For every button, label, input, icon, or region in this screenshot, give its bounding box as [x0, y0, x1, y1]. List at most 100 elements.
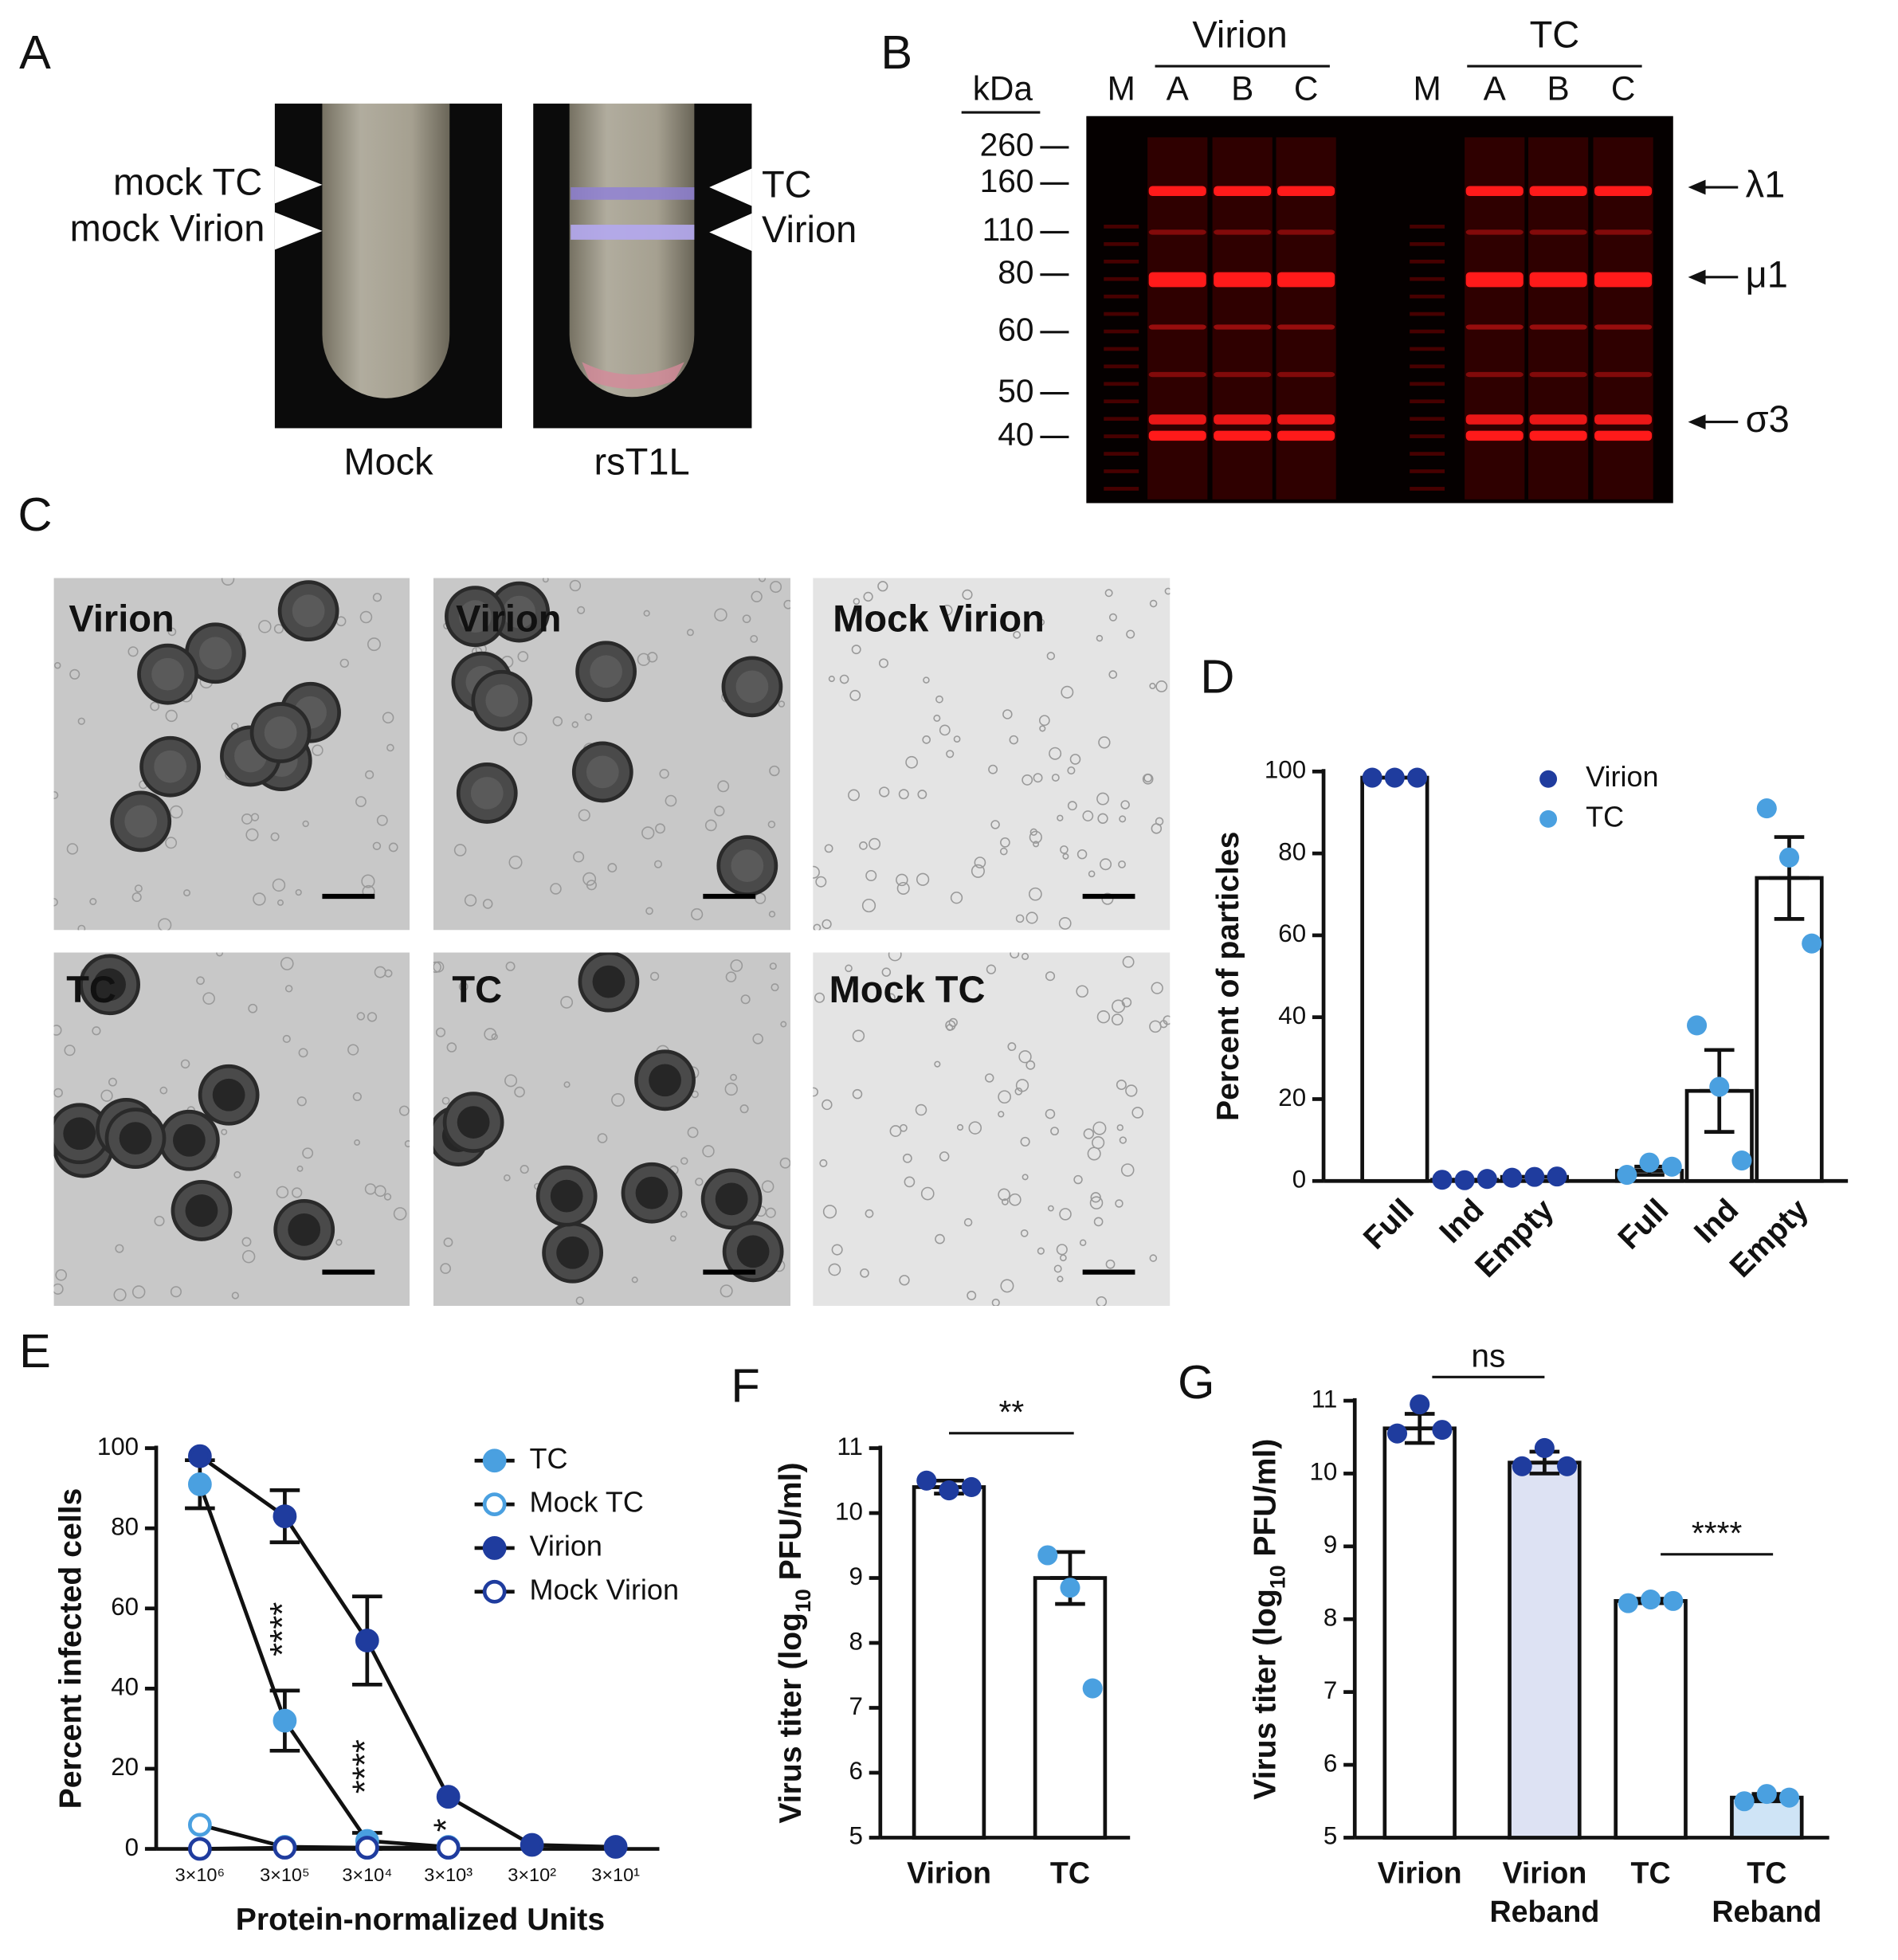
ladder-band: [1410, 225, 1445, 229]
data-point: [1386, 1423, 1408, 1444]
debris: [1056, 1244, 1068, 1256]
data-point: [1384, 767, 1405, 788]
micrograph-label: Virion: [69, 598, 174, 640]
band: [1529, 229, 1587, 235]
debris: [1111, 1013, 1124, 1026]
debris: [398, 1105, 410, 1116]
data-point: [1082, 1678, 1103, 1699]
x-tick-label: 3×10⁶: [175, 1864, 225, 1885]
debris: [1073, 1174, 1083, 1185]
debris: [991, 1298, 1000, 1306]
debris: [582, 872, 597, 886]
debris: [367, 1012, 378, 1022]
debris: [702, 1145, 715, 1158]
debris: [1045, 971, 1056, 982]
debris: [1033, 773, 1043, 783]
debris: [845, 964, 853, 973]
y-tick-label: 40: [1278, 1002, 1306, 1029]
data-point: [1362, 767, 1382, 788]
particle-core: [185, 1194, 218, 1227]
band-label: mock TC: [113, 160, 262, 202]
particle-core: [503, 595, 536, 629]
particle-core: [459, 600, 492, 633]
debris: [578, 809, 590, 821]
debris: [1142, 773, 1154, 785]
debris: [248, 1003, 258, 1013]
debris: [404, 1140, 410, 1148]
debris: [552, 716, 563, 727]
debris: [1082, 810, 1094, 821]
annotation: *: [426, 1818, 465, 1832]
bar: [1614, 1599, 1688, 1840]
debris: [1029, 828, 1037, 837]
debris: [282, 1034, 291, 1044]
ladder-band: [1410, 487, 1445, 491]
debris: [950, 892, 963, 904]
debris: [1149, 1254, 1158, 1262]
marker-label: 50: [998, 372, 1033, 409]
y-tick-label: 40: [111, 1673, 139, 1701]
debris: [482, 899, 493, 909]
bar: [912, 1485, 986, 1840]
debris: [196, 976, 205, 986]
gel-rules: [961, 65, 1642, 114]
data-point: [1534, 1437, 1555, 1458]
panel-label: G: [1178, 1355, 1214, 1409]
data-point: [1802, 933, 1822, 954]
ladder-band: [1410, 469, 1445, 473]
ladder-band: [1104, 469, 1139, 473]
y-tick-label: 11: [837, 1433, 863, 1460]
debris: [89, 898, 97, 906]
debris: [879, 786, 890, 798]
band: [1277, 324, 1335, 330]
debris: [1096, 1010, 1111, 1024]
debris: [1059, 1208, 1072, 1221]
debris: [1098, 736, 1111, 749]
debris: [216, 952, 224, 957]
legend-marker: [482, 1448, 507, 1473]
particle-core: [470, 777, 504, 809]
ladder-band: [1104, 241, 1139, 246]
data-point: [273, 1504, 297, 1528]
marker-label: 160: [980, 163, 1034, 199]
x-tick-label: Full: [1357, 1193, 1421, 1256]
data-point: [1687, 1015, 1708, 1036]
debris: [878, 658, 888, 668]
debris: [916, 872, 930, 886]
debris: [55, 1268, 68, 1281]
debris: [100, 1089, 113, 1102]
debris: [822, 1205, 837, 1219]
x-tick-label: Ind: [1688, 1193, 1745, 1250]
debris: [560, 995, 574, 1009]
legend-marker: [1539, 770, 1558, 788]
debris: [859, 841, 868, 850]
debris: [902, 1153, 912, 1163]
debris: [765, 1207, 776, 1218]
debris: [53, 1283, 64, 1295]
debris: [865, 869, 877, 882]
debris: [822, 1099, 833, 1111]
band-label: TC: [762, 163, 812, 205]
debris: [852, 1029, 865, 1042]
debris: [767, 820, 776, 829]
debris: [159, 1086, 168, 1095]
debris: [1122, 955, 1135, 968]
legend-marker: [482, 1579, 507, 1604]
ladder-band: [1104, 487, 1139, 491]
debris: [569, 579, 582, 592]
x-tick-label: TC: [1747, 1856, 1786, 1889]
ladder-band: [1410, 241, 1445, 246]
debris: [1092, 1121, 1107, 1135]
x-tick-label: Virion: [1502, 1856, 1586, 1889]
bar: [1382, 1426, 1457, 1840]
ladder-band: [1104, 276, 1139, 281]
debris: [113, 1288, 127, 1302]
ladder-band: [1410, 347, 1445, 351]
lane-label: C: [1611, 70, 1636, 108]
lane-label: A: [1167, 70, 1190, 108]
data-point: [1432, 1170, 1453, 1190]
debris: [1116, 1124, 1124, 1131]
debris: [284, 985, 293, 993]
debris: [435, 1027, 446, 1037]
